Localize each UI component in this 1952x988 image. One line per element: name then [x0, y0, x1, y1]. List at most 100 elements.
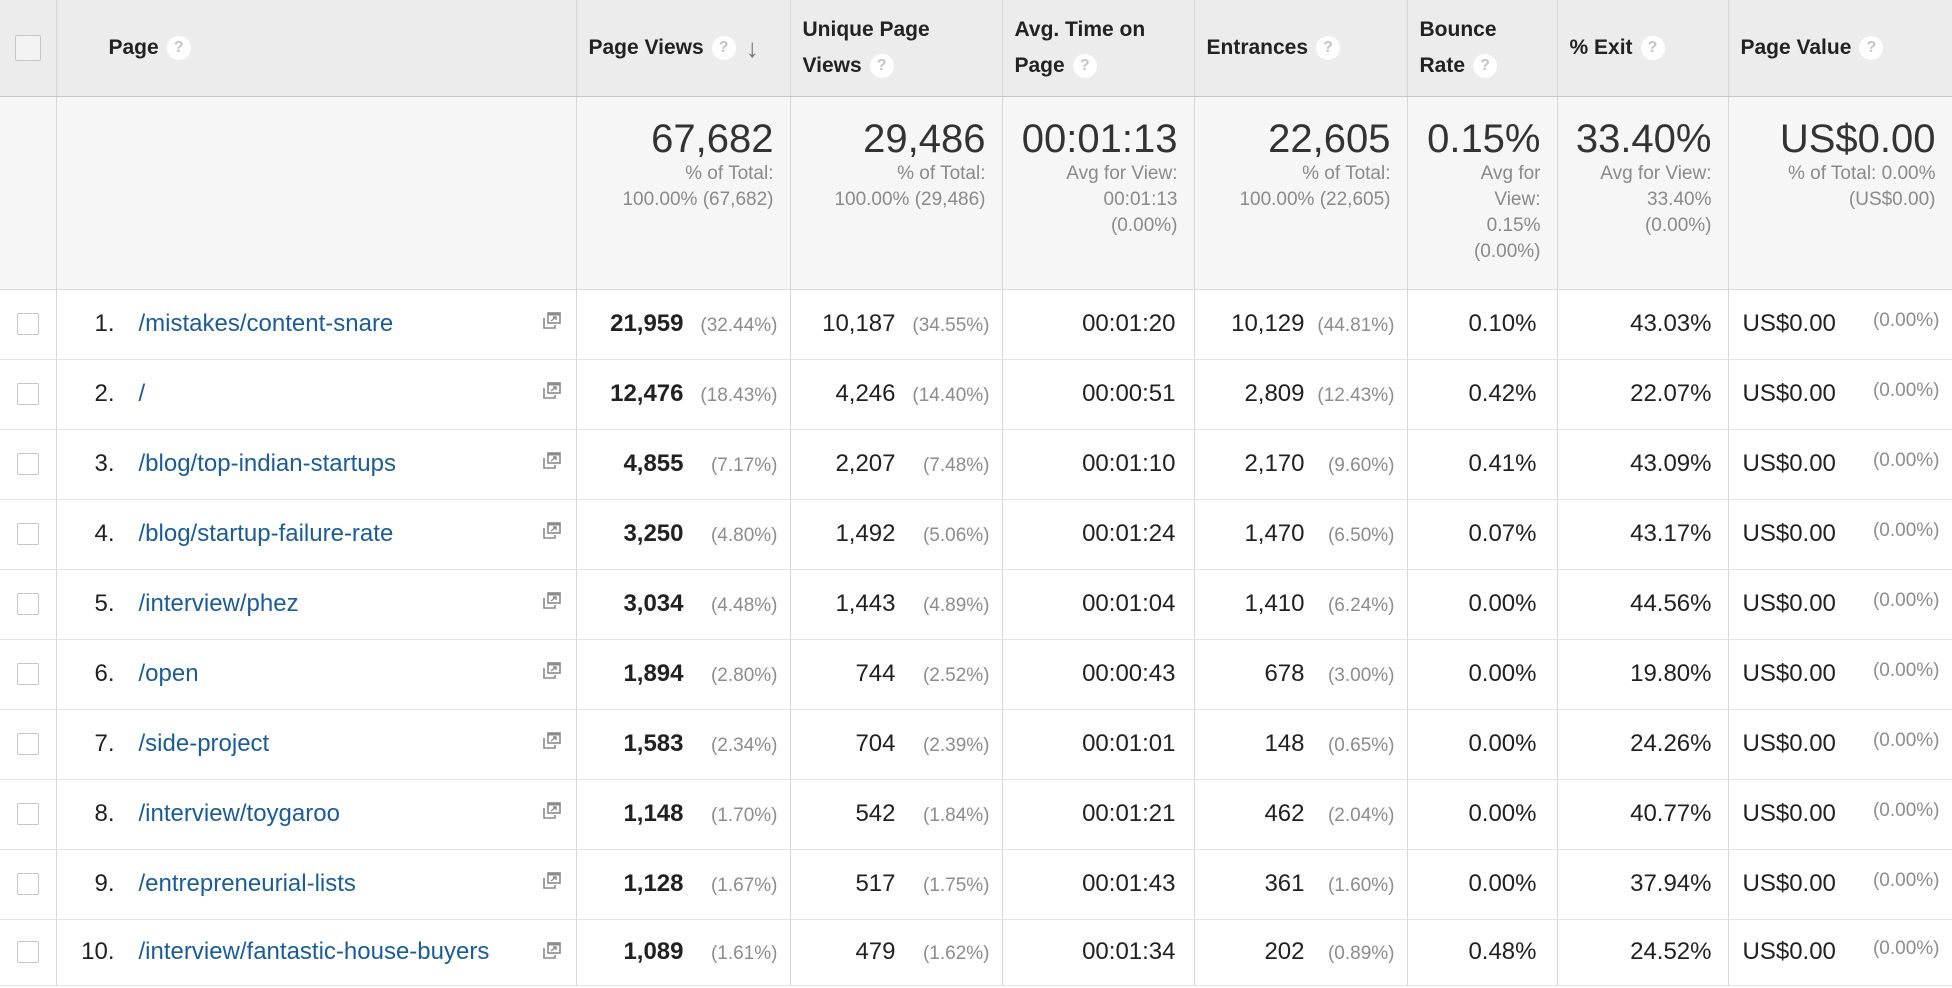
table-row: 6. /open 1,894 (2.80%) 744 (2.52%) 00:00:43… — [0, 639, 1952, 710]
bounce-rate-value: 0.10% — [1468, 310, 1537, 337]
open-in-new-window-icon[interactable] — [542, 591, 562, 610]
entrances-percent: (0.65%) — [1327, 735, 1395, 756]
help-icon[interactable]: ? — [1072, 54, 1097, 79]
page-link[interactable]: /interview/phez — [138, 590, 299, 617]
row-checkbox[interactable] — [16, 941, 39, 963]
row-checkbox[interactable] — [16, 733, 39, 755]
header-row: Page? Page Views? ↓ Unique Page Views? Av… — [0, 0, 1952, 97]
unique-page-views-value: 542 — [855, 800, 896, 827]
page-views-percent: (2.80%) — [710, 665, 778, 686]
page-link[interactable]: /interview/toygaroo — [138, 800, 340, 827]
table-row: 1. /mistakes/content-snare 21,959 (32.44%)… — [0, 289, 1952, 360]
totals-empty-cell — [56, 96, 577, 290]
page-views-value: 1,089 — [623, 938, 684, 965]
exit-cell: 43.03% — [1557, 289, 1729, 360]
row-checkbox[interactable] — [16, 453, 39, 475]
page-views-cell: 3,250 (4.80%) — [576, 499, 791, 570]
help-icon[interactable]: ? — [1473, 54, 1498, 79]
col-unique-page-views-header[interactable]: Unique Page Views? — [790, 0, 1003, 97]
page-value-value: US$0.00 — [1742, 800, 1836, 827]
entrances-percent: (12.43%) — [1317, 385, 1395, 406]
exit-value: 19.80% — [1630, 660, 1712, 687]
page-cell: 5. /interview/phez — [56, 569, 577, 640]
row-checkbox[interactable] — [16, 803, 39, 825]
sort-desc-arrow-icon[interactable]: ↓ — [745, 32, 759, 63]
help-icon[interactable]: ? — [869, 54, 894, 79]
col-page-value-header[interactable]: Page Value? — [1728, 0, 1952, 97]
col-page-views-header[interactable]: Page Views? ↓ — [576, 0, 791, 97]
row-checkbox[interactable] — [16, 873, 39, 895]
page-value-value: US$0.00 — [1742, 730, 1836, 757]
page-views-value: 3,250 — [623, 520, 684, 547]
row-checkbox[interactable] — [16, 383, 39, 405]
open-in-new-window-icon[interactable] — [542, 661, 562, 680]
row-checkbox[interactable] — [16, 663, 39, 685]
unique-page-views-value: 10,187 — [822, 310, 896, 337]
avg-time-value: 00:01:43 — [1082, 870, 1176, 897]
page-link[interactable]: /entrepreneurial-lists — [138, 870, 356, 897]
select-all-checkbox[interactable] — [14, 34, 41, 61]
avg-time-value: 00:00:51 — [1082, 380, 1176, 407]
total-value: 33.40% — [1575, 116, 1712, 161]
col-bounce-rate-header[interactable]: Bounce Rate? — [1407, 0, 1558, 97]
entrances-value: 2,809 — [1244, 380, 1305, 407]
unique-page-views-percent: (34.55%) — [912, 315, 990, 336]
page-views-percent: (4.80%) — [710, 525, 778, 546]
open-in-new-window-icon[interactable] — [542, 801, 562, 820]
open-in-new-window-icon[interactable] — [542, 871, 562, 890]
open-in-new-window-icon[interactable] — [542, 381, 562, 400]
row-rank: 7. — [94, 730, 115, 757]
help-icon[interactable]: ? — [166, 36, 191, 61]
open-in-new-window-icon[interactable] — [542, 521, 562, 540]
page-link[interactable]: /open — [138, 660, 199, 687]
page-value-value: US$0.00 — [1742, 520, 1836, 547]
total-note: % of Total: 0.00% — [1787, 162, 1936, 184]
page-link[interactable]: /mistakes/content-snare — [138, 310, 394, 337]
page-views-cell: 1,128 (1.67%) — [576, 849, 791, 920]
page-link[interactable]: /interview/fantastic-house-buyers — [138, 938, 490, 965]
row-checkbox-cell — [0, 289, 57, 360]
page-views-value: 1,148 — [623, 800, 684, 827]
unique-page-views-percent: (1.84%) — [922, 805, 990, 826]
page-value-cell: (0.00%) US$0.00 — [1728, 429, 1952, 500]
open-in-new-window-icon[interactable] — [542, 731, 562, 750]
entrances-value: 2,170 — [1244, 450, 1305, 477]
page-link[interactable]: /side-project — [138, 730, 270, 757]
avg-time-cell: 00:01:21 — [1002, 779, 1195, 850]
page-value-value: US$0.00 — [1742, 660, 1836, 687]
help-icon[interactable]: ? — [711, 35, 736, 60]
total-note: 100.00% (67,682) — [622, 188, 774, 210]
page-link[interactable]: /blog/top-indian-startups — [138, 450, 396, 477]
page-views-percent: (18.43%) — [700, 385, 778, 406]
help-icon[interactable]: ? — [1316, 36, 1341, 61]
page-link[interactable]: /blog/startup-failure-rate — [138, 520, 394, 547]
help-icon[interactable]: ? — [1640, 36, 1665, 61]
row-checkbox[interactable] — [16, 313, 39, 335]
unique-page-views-cell: 1,443 (4.89%) — [790, 569, 1003, 640]
unique-page-views-cell: 517 (1.75%) — [790, 849, 1003, 920]
bounce-rate-value: 0.00% — [1468, 730, 1537, 757]
bounce-rate-value: 0.00% — [1468, 800, 1537, 827]
col-unique-page-views-label: Unique Page Views — [802, 17, 930, 77]
exit-cell: 37.94% — [1557, 849, 1729, 920]
entrances-value: 1,470 — [1244, 520, 1305, 547]
bounce-rate-value: 0.48% — [1468, 938, 1537, 965]
unique-page-views-cell: 704 (2.39%) — [790, 709, 1003, 780]
page-link[interactable]: / — [138, 380, 146, 407]
page-value-percent: (0.00%) — [1872, 520, 1940, 541]
open-in-new-window-icon[interactable] — [542, 311, 562, 330]
help-icon[interactable]: ? — [1859, 36, 1884, 61]
col-entrances-header[interactable]: Entrances? — [1194, 0, 1408, 97]
total-note: % of Total: — [1302, 162, 1391, 184]
table-row: 7./side-project 1,583 (2.34%) 704 (2.39%) … — [0, 709, 1952, 780]
col-page-header[interactable]: Page? — [56, 0, 577, 97]
open-in-new-window-icon[interactable] — [542, 451, 562, 470]
col-avg-time-header[interactable]: Avg. Time on Page? — [1002, 0, 1195, 97]
row-checkbox[interactable] — [16, 523, 39, 545]
col-exit-header[interactable]: % Exit? — [1557, 0, 1729, 97]
avg-time-cell: 00:00:51 — [1002, 359, 1195, 430]
row-checkbox[interactable] — [16, 593, 39, 615]
row-rank: 5. — [94, 590, 115, 617]
row-checkbox-cell — [0, 639, 57, 710]
open-in-new-window-icon[interactable] — [542, 941, 562, 960]
